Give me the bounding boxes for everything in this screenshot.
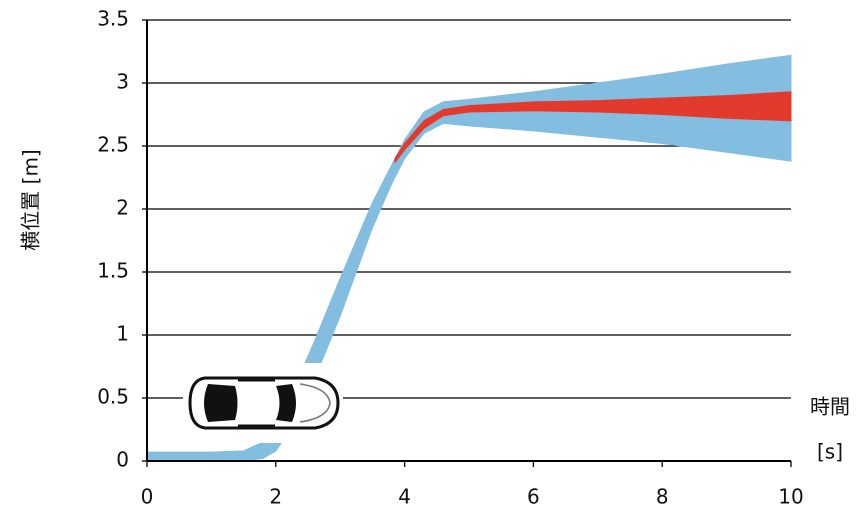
x-tick-label: 10 [778, 485, 803, 509]
car-icon [183, 363, 343, 443]
chart: 横位置 [m] 時間 [s] 0 0.5 1 1.5 2 2.5 3 3.5 0 2 4 6 8 10 [0, 0, 858, 512]
x-axis-label: 時間 [810, 395, 850, 419]
x-tick-label: 2 [269, 485, 282, 509]
y-tick-label: 2.5 [97, 133, 129, 157]
y-axis-label: 横位置 [m] [19, 149, 43, 250]
y-tick-label: 0.5 [97, 385, 129, 409]
y-tick-label: 3.5 [97, 7, 129, 31]
y-tick-label: 2 [116, 196, 129, 220]
x-axis-unit: [s] [817, 440, 843, 464]
x-tick-label: 8 [656, 485, 669, 509]
y-tick-label: 1.5 [97, 259, 129, 283]
x-tick-label: 4 [398, 485, 411, 509]
y-tick-label: 3 [116, 70, 129, 94]
x-tick-label: 6 [527, 485, 540, 509]
x-tick-label: 0 [141, 485, 154, 509]
y-tick-label: 0 [116, 448, 129, 472]
y-tick-label: 1 [116, 322, 129, 346]
car-windshield [204, 384, 238, 422]
